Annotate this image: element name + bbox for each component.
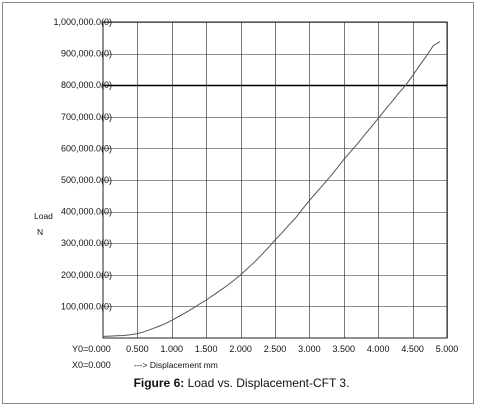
x-tick-labels: 0.500 1.000 1.500 2.000 2.500 3.000 3.500 4.000…: [126, 344, 458, 354]
x-tick-label: 2.000: [229, 344, 252, 354]
y-origin-label: Y0=0.000: [72, 344, 111, 354]
x-tick-label: 4.500: [401, 344, 424, 354]
plot-border: [102, 21, 448, 339]
y-tick-labels: 100,000.0(0) 200,000.0(0) 300,000.0(0) 400,…: [53, 17, 112, 311]
x-tick-label: 2.500: [264, 344, 287, 354]
grid: [102, 21, 448, 339]
x-tick-label: 1.000: [161, 344, 184, 354]
y-tick-label: 700,000.0(0): [61, 112, 112, 122]
y-tick-label: 600,000.0(0): [61, 143, 112, 153]
x-tick-label: 4.000: [367, 344, 390, 354]
x-axis-label: ---> Displacement mm: [134, 360, 218, 370]
x-tick-label: 3.000: [298, 344, 321, 354]
load-displacement-line: [102, 41, 441, 337]
y-tick-label: 300,000.0(0): [61, 238, 112, 248]
load-displacement-chart: 100,000.0(0) 200,000.0(0) 300,000.0(0) 400,…: [34, 17, 458, 370]
figure-frame: [2, 2, 474, 404]
figure-number: Figure 6:: [133, 376, 185, 390]
x-origin-label: X0=0.000: [72, 360, 111, 370]
y-tick-label: 500,000.0(0): [61, 175, 112, 185]
y-tick-label: 900,000.0(0): [61, 49, 112, 59]
y-tick-label: 400,000.0(0): [61, 207, 112, 217]
y-tick-label: 1,000,000.0(0): [53, 17, 112, 27]
x-tick-label: 1.500: [195, 344, 218, 354]
y-tick-label: 100,000.0(0): [61, 301, 112, 311]
y-tick-label: 200,000.0(0): [61, 270, 112, 280]
series-line: [102, 41, 441, 337]
x-tick-label: 5.000: [436, 344, 459, 354]
x-tick-label: 3.500: [333, 344, 356, 354]
figure-caption-text: Load vs. Displacement-CFT 3.: [184, 376, 350, 390]
figure-caption: Figure 6: Load vs. Displacement-CFT 3.: [0, 376, 483, 390]
x-tick-label: 0.500: [126, 344, 149, 354]
y-axis-label-line-2: N: [37, 227, 43, 237]
y-axis-label-line-1: Load: [34, 211, 53, 221]
y-tick-label: 800,000.0(0): [61, 80, 112, 90]
